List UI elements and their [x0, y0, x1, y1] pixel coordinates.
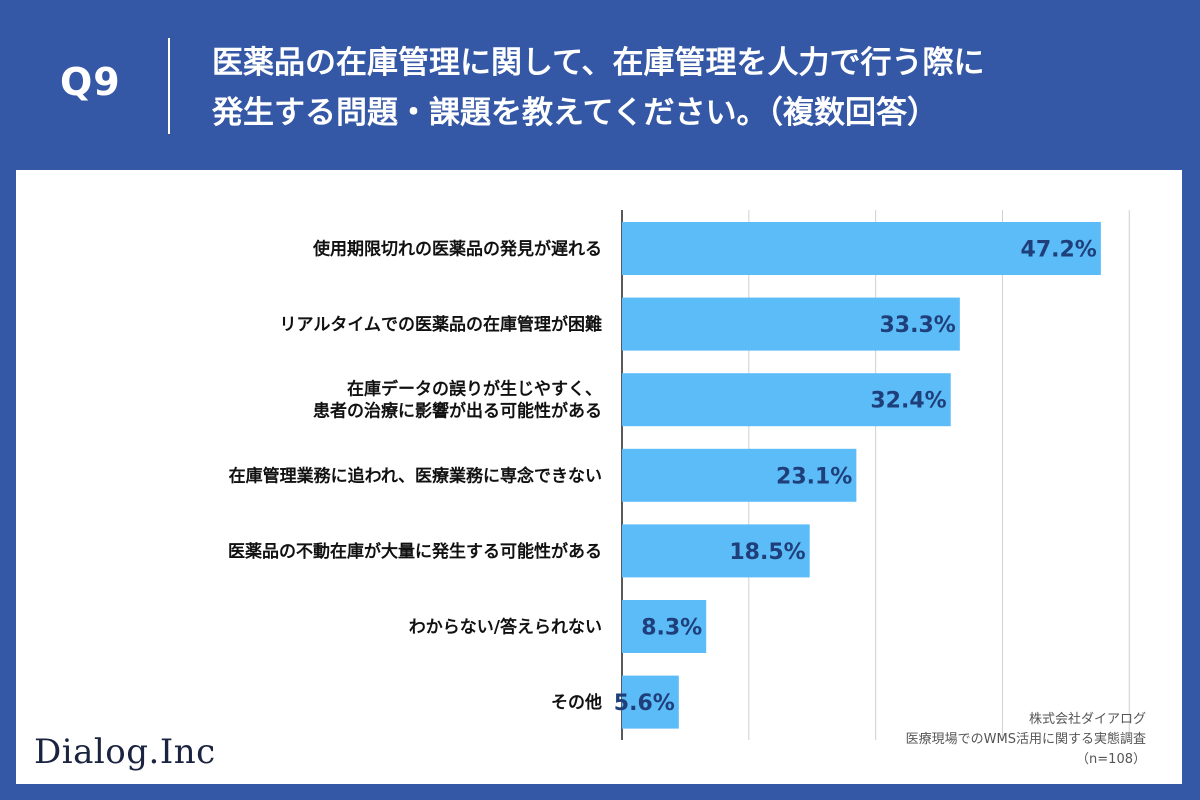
question-title-line-1: 医薬品の在庫管理に関して、在庫管理を人力で行う際に: [212, 45, 985, 81]
data-label: 8.3%: [641, 616, 702, 641]
source-company: 株式会社ダイアログ: [1028, 712, 1146, 727]
bar: [622, 222, 1101, 275]
header: Q9 医薬品の在庫管理に関して、在庫管理を人力で行う際に 発生する問題・課題を教…: [0, 0, 1200, 168]
category-label: その他: [551, 692, 602, 713]
category-label: 患者の治療に影響が出る可能性がある: [313, 401, 602, 422]
data-label: 47.2%: [1021, 238, 1097, 263]
header-divider: [168, 38, 170, 134]
bar: [622, 297, 960, 351]
company-logo: Dialog.Inc: [34, 732, 216, 772]
question-title-line-2: 発生する問題・課題を教えてください。（複数回答）: [212, 95, 939, 131]
bar: [622, 524, 810, 578]
question-title: 医薬品の在庫管理に関して、在庫管理を人力で行う際に 発生する問題・課題を教えてく…: [212, 38, 1152, 138]
source-note: 株式会社ダイアログ 医療現場でのWMS活用に関する実態調査 （n=108）: [726, 710, 1146, 770]
source-survey: 医療現場でのWMS活用に関する実態調査: [905, 732, 1146, 747]
data-label: 23.1%: [776, 464, 852, 489]
data-label: 32.4%: [870, 389, 946, 414]
data-label: 18.5%: [729, 540, 805, 565]
bar: [622, 448, 857, 502]
bar: [622, 600, 707, 653]
category-label: 医薬品の不動在庫が大量に発生する可能性がある: [228, 541, 602, 562]
bar: [622, 675, 679, 729]
data-label: 5.6%: [614, 691, 675, 716]
question-number: Q9: [60, 60, 121, 104]
category-label: 使用期限切れの医薬品の発見が遅れる: [312, 239, 602, 260]
category-label: わからない/答えられない: [409, 617, 602, 638]
category-label: 在庫データの誤りが生じやすく、: [347, 379, 602, 400]
bar: [622, 373, 951, 427]
source-sample: （n=108）: [1076, 752, 1146, 767]
category-label: 在庫管理業務に追われ、医療業務に専念できない: [229, 465, 602, 486]
category-label: リアルタイムでの医薬品の在庫管理が困難: [280, 314, 603, 335]
data-label: 33.3%: [880, 313, 956, 338]
